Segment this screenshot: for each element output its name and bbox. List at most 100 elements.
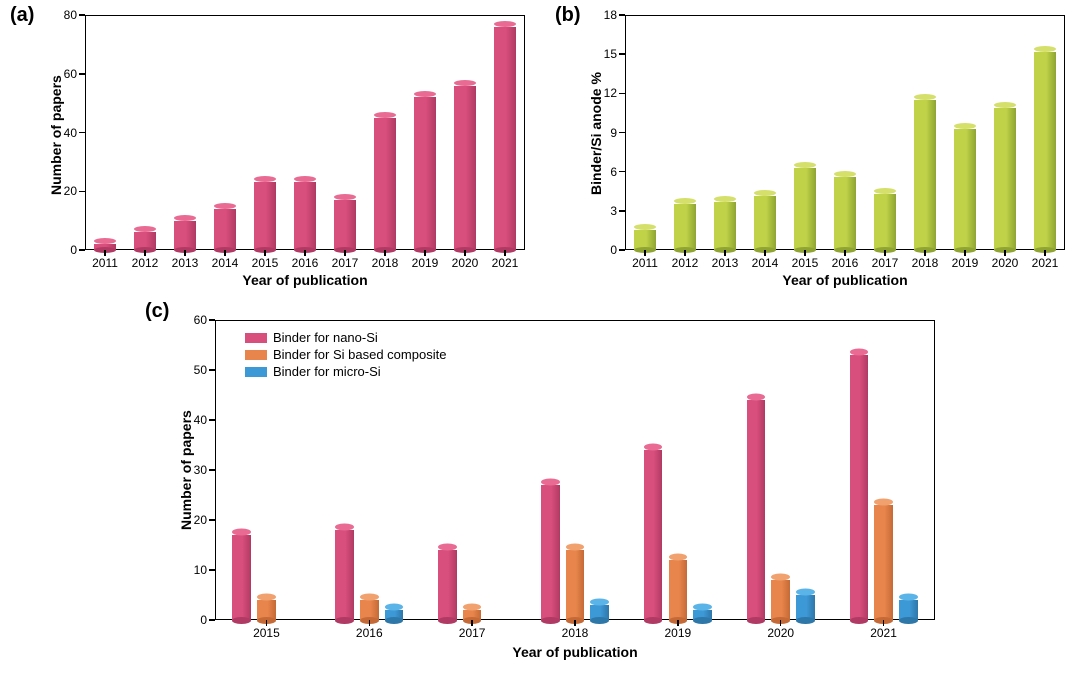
- bar: [954, 126, 976, 250]
- bar: [94, 241, 116, 250]
- xtick-label: 2018: [562, 626, 589, 640]
- xtick-label: 2012: [672, 256, 699, 270]
- bar: [794, 165, 816, 250]
- xtick-label: 2014: [212, 256, 239, 270]
- xtick-label: 2020: [767, 626, 794, 640]
- bar-group: [874, 191, 896, 250]
- legend-swatch: [245, 367, 267, 377]
- bar: [334, 197, 356, 250]
- bar: [214, 206, 236, 250]
- bar: [232, 532, 251, 621]
- ytick: [79, 14, 85, 16]
- xtick-label: 2011: [92, 256, 118, 270]
- bar: [414, 94, 436, 250]
- chart-c-legend: Binder for nano-Si Binder for Si based co…: [245, 330, 446, 381]
- bar: [463, 607, 482, 621]
- bar-group: [174, 218, 196, 250]
- chart-c: 0102030405060201520162017201820192020202…: [215, 320, 935, 620]
- ytick-label: 0: [181, 613, 207, 627]
- bar: [850, 352, 869, 621]
- ytick: [619, 53, 625, 55]
- ytick-label: 15: [591, 47, 617, 61]
- bar-group: [385, 607, 404, 621]
- ytick: [209, 569, 215, 571]
- ytick: [209, 369, 215, 371]
- xtick-label: 2019: [664, 626, 691, 640]
- bar: [874, 502, 893, 621]
- bar: [796, 592, 815, 621]
- bar-group: [335, 527, 354, 621]
- bar: [566, 547, 585, 621]
- ytick: [79, 191, 85, 193]
- panel-label-a: (a): [10, 4, 34, 27]
- xtick-label: 2021: [492, 256, 519, 270]
- xtick-label: 2019: [412, 256, 439, 270]
- bar: [254, 179, 276, 250]
- xtick-label: 2017: [872, 256, 899, 270]
- bar: [335, 527, 354, 621]
- bar-group: [541, 482, 560, 621]
- bar: [714, 199, 736, 250]
- chart-c-ylabel: Number of papers: [178, 410, 194, 530]
- xtick-label: 2016: [356, 626, 383, 640]
- bar: [899, 597, 918, 621]
- bar: [693, 607, 712, 621]
- ytick: [619, 93, 625, 95]
- xtick-label: 2018: [912, 256, 939, 270]
- bar: [590, 602, 609, 621]
- bar-group: [1034, 49, 1056, 250]
- legend-swatch: [245, 333, 267, 343]
- bar-group: [94, 241, 116, 250]
- legend-swatch: [245, 350, 267, 360]
- bar: [134, 229, 156, 250]
- bar-group: [454, 83, 476, 251]
- ytick: [79, 73, 85, 75]
- bar: [360, 597, 379, 621]
- bar-group: [954, 126, 976, 250]
- xtick-label: 2017: [459, 626, 486, 640]
- chart-c-xlabel: Year of publication: [215, 644, 935, 660]
- bar-group: [674, 201, 696, 250]
- xtick-label: 2015: [253, 626, 280, 640]
- bar-group: [374, 115, 396, 250]
- bar-group: [669, 557, 688, 621]
- bar-group: [590, 602, 609, 621]
- bar-group: [334, 197, 356, 250]
- chart-b: 0369121518201120122013201420152016201720…: [625, 15, 1065, 250]
- bar-group: [438, 547, 457, 621]
- legend-label: Binder for Si based composite: [273, 347, 446, 362]
- legend-label: Binder for nano-Si: [273, 330, 378, 345]
- bar: [874, 191, 896, 250]
- bar: [771, 577, 790, 621]
- chart-b-ylabel: Binder/Si anode %: [588, 72, 604, 195]
- chart-a-plot: 0204060802011201220132014201520162017201…: [85, 15, 525, 250]
- ytick: [209, 419, 215, 421]
- bar-group: [994, 105, 1016, 250]
- chart-b-plot: 0369121518201120122013201420152016201720…: [625, 15, 1065, 250]
- bar-group: [796, 592, 815, 621]
- xtick-label: 2015: [252, 256, 279, 270]
- ytick: [209, 519, 215, 521]
- bar-group: [463, 607, 482, 621]
- xtick-label: 2015: [792, 256, 819, 270]
- bar: [257, 597, 276, 621]
- legend-item: Binder for nano-Si: [245, 330, 446, 345]
- bar: [644, 447, 663, 621]
- bar: [174, 218, 196, 250]
- panel-label-b: (b): [555, 4, 581, 27]
- ytick: [79, 132, 85, 134]
- xtick-label: 2011: [632, 256, 658, 270]
- bar: [674, 201, 696, 250]
- xtick-label: 2013: [712, 256, 739, 270]
- xtick-label: 2018: [372, 256, 399, 270]
- bar-group: [257, 597, 276, 621]
- bar-group: [360, 597, 379, 621]
- ytick-label: 0: [51, 243, 77, 257]
- ytick: [619, 171, 625, 173]
- xtick-label: 2016: [832, 256, 859, 270]
- bar-group: [899, 597, 918, 621]
- bar: [634, 227, 656, 250]
- ytick: [619, 249, 625, 251]
- bar-group: [634, 227, 656, 250]
- bar: [669, 557, 688, 621]
